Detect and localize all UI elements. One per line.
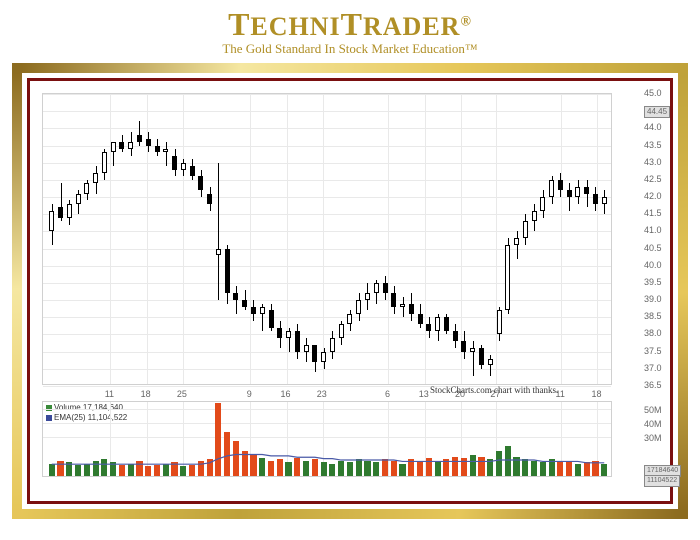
inner-border: Wl 45.044.544.043.543.042.542.041.541.04… — [27, 78, 673, 504]
price-chart[interactable] — [42, 93, 612, 385]
credit-text: StockCharts.com chart with thanks. — [430, 385, 558, 395]
chart-area: Wl 45.044.544.043.543.042.542.041.541.04… — [42, 93, 658, 489]
gold-frame: Wl 45.044.544.043.543.042.542.041.541.04… — [12, 63, 688, 519]
volume-chart[interactable]: Volume 17,184,640 EMA(25) 11,104,522 — [42, 401, 612, 477]
brand-header: TECHNITRADER® The Gold Standard In Stock… — [12, 4, 688, 59]
page-root: TECHNITRADER® The Gold Standard In Stock… — [0, 0, 700, 540]
price-y-axis: 45.044.544.043.543.042.542.041.541.040.5… — [644, 93, 694, 385]
brand-name: TECHNITRADER® — [12, 6, 688, 43]
brand-tagline: The Gold Standard In Stock Market Educat… — [12, 41, 688, 57]
volume-y-axis: 50M40M30M1718464011104522 — [644, 403, 694, 479]
